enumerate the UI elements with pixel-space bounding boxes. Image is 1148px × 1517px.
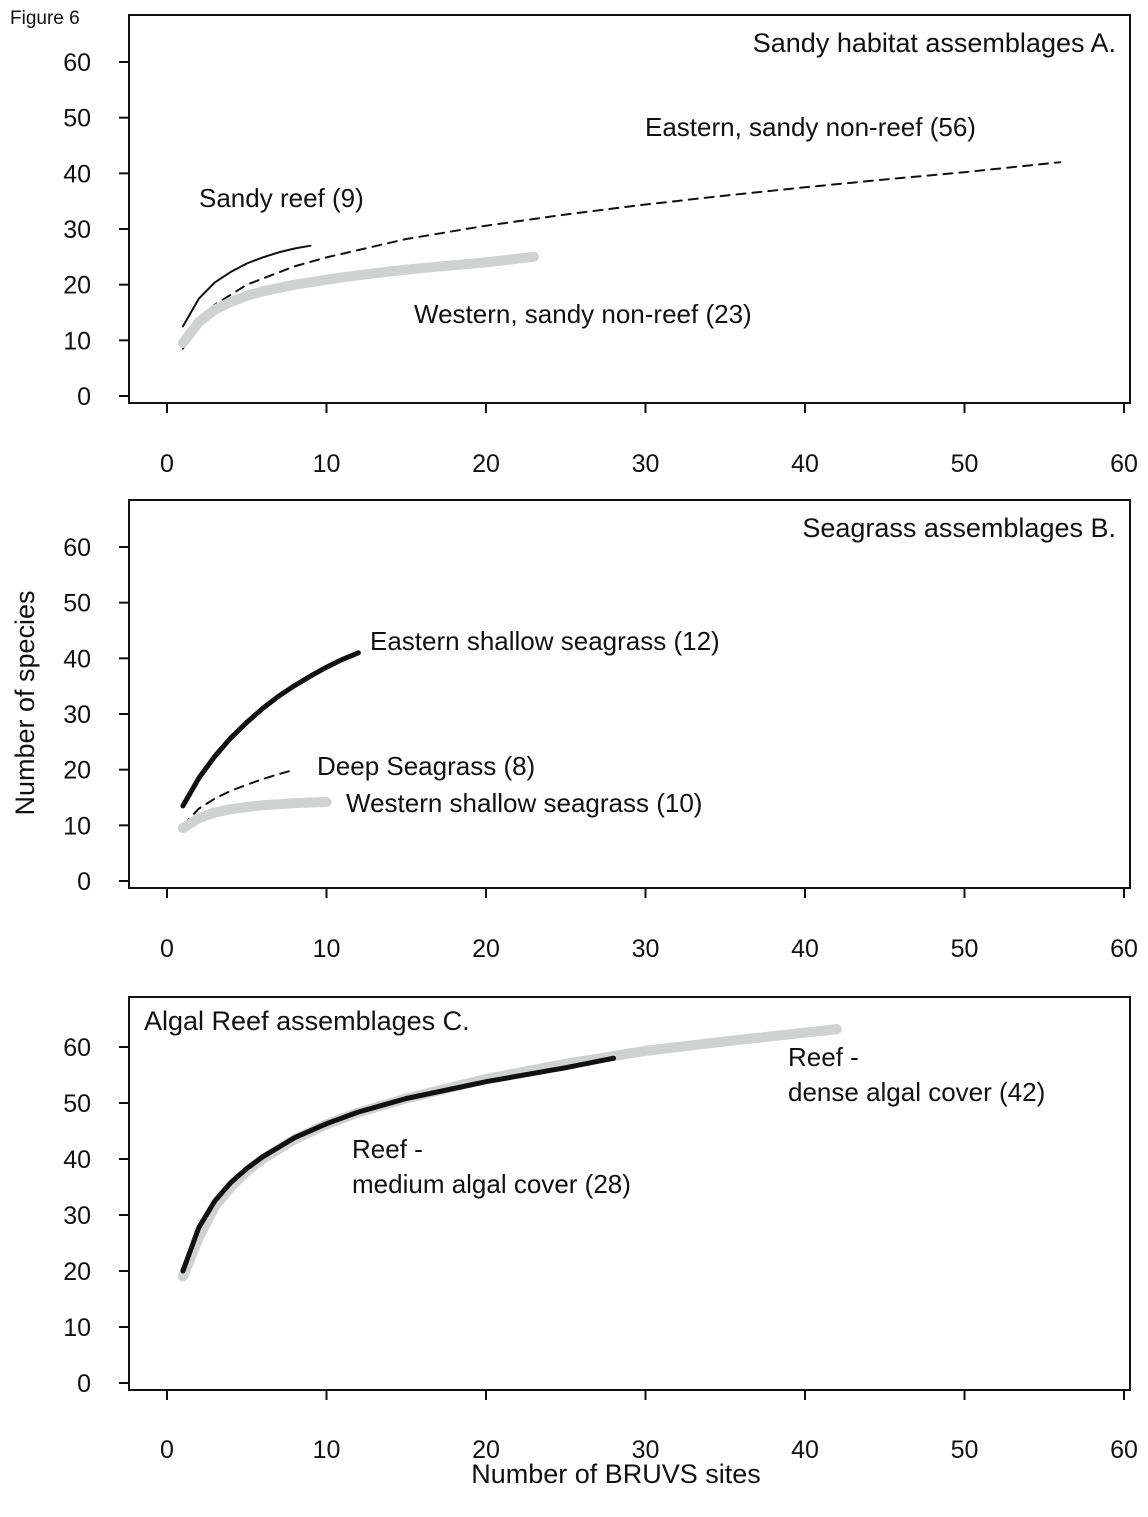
x-tick-label: 60 xyxy=(1110,450,1138,478)
y-tick-label: 50 xyxy=(63,1090,91,1118)
series-a-0 xyxy=(181,244,312,328)
y-tick-label: 60 xyxy=(63,1034,91,1062)
series-a-1 xyxy=(181,161,1062,350)
x-tick-label: 50 xyxy=(951,450,979,478)
y-tick-label: 40 xyxy=(63,645,91,673)
label-western-shallow-seagrass: Western shallow seagrass (10) xyxy=(346,788,702,818)
figure-label: Figure 6 xyxy=(10,8,80,29)
y-tick-label: 20 xyxy=(63,757,91,785)
x-tick-label: 40 xyxy=(791,1436,819,1464)
series-c-0 xyxy=(177,1024,842,1282)
y-tick-label: 10 xyxy=(63,1314,91,1342)
x-tick-label: 30 xyxy=(632,1436,660,1464)
y-tick-label: 30 xyxy=(63,216,91,244)
y-tick-label: 10 xyxy=(63,812,91,840)
x-tick-label: 10 xyxy=(313,450,341,478)
y-tick-label: 40 xyxy=(63,1146,91,1174)
series-b-1 xyxy=(181,768,296,827)
series-a-2 xyxy=(177,251,539,349)
label-sandy-reef: Sandy reef (9) xyxy=(199,183,364,213)
x-tick-label: 40 xyxy=(791,450,819,478)
x-tick-label: 10 xyxy=(313,1436,341,1464)
panel-c-title: Algal Reef assemblages C. xyxy=(144,1006,470,1036)
x-tick-label: 60 xyxy=(1110,1436,1138,1464)
label-reef-medium-line1: Reef - xyxy=(352,1134,423,1164)
panel-a-title: Sandy habitat assemblages A. xyxy=(753,28,1116,58)
x-tick-label: 20 xyxy=(472,1436,500,1464)
panel-a-axes: 0 10 20 30 40 50 60 0 10 20 30 40 50 60 xyxy=(63,49,1138,478)
y-tick-label: 0 xyxy=(77,868,91,896)
x-tick-label: 50 xyxy=(951,935,979,963)
x-axis-title: Number of BRUVS sites xyxy=(471,1459,761,1489)
x-tick-label: 30 xyxy=(632,450,660,478)
panel-c-series xyxy=(177,1024,842,1282)
y-tick-label: 60 xyxy=(63,49,91,77)
label-reef-dense-line2: dense algal cover (42) xyxy=(788,1077,1045,1107)
panel-c: 0 10 20 30 40 50 60 0 10 20 30 40 50 60 Algal Reef as… xyxy=(63,996,1138,1464)
y-tick-label: 60 xyxy=(63,534,91,562)
series-c-1 xyxy=(180,1055,617,1274)
label-eastern-sandy-non-reef: Eastern, sandy non-reef (56) xyxy=(645,112,976,142)
y-tick-label: 10 xyxy=(63,327,91,355)
x-tick-label: 60 xyxy=(1110,935,1138,963)
y-tick-label: 30 xyxy=(63,701,91,729)
y-tick-label: 0 xyxy=(77,1370,91,1398)
panel-b-axes: 0 10 20 30 40 50 60 0 10 20 30 40 50 60 xyxy=(63,534,1138,963)
x-tick-label: 20 xyxy=(472,450,500,478)
x-tick-label: 50 xyxy=(951,1436,979,1464)
panel-a: 0 10 20 30 40 50 60 0 10 20 30 40 50 60 Sandy habitat… xyxy=(63,14,1138,478)
panel-b-series xyxy=(177,650,361,834)
x-tick-label: 0 xyxy=(160,935,174,963)
y-tick-label: 50 xyxy=(63,590,91,618)
x-tick-label: 30 xyxy=(632,935,660,963)
panel-b-title: Seagrass assemblages B. xyxy=(802,513,1116,543)
series-b-0 xyxy=(180,650,361,809)
x-tick-label: 40 xyxy=(791,935,819,963)
x-tick-label: 10 xyxy=(313,935,341,963)
series-b-2 xyxy=(177,797,332,834)
y-tick-label: 40 xyxy=(63,160,91,188)
x-tick-label: 0 xyxy=(160,450,174,478)
label-deep-seagrass: Deep Seagrass (8) xyxy=(317,751,535,781)
y-tick-label: 0 xyxy=(77,383,91,411)
y-tick-label: 30 xyxy=(63,1202,91,1230)
label-western-sandy-non-reef: Western, sandy non-reef (23) xyxy=(414,299,752,329)
y-tick-label: 20 xyxy=(63,1258,91,1286)
panel-a-series xyxy=(177,161,1062,350)
y-axis-title: Number of species xyxy=(10,590,40,815)
label-eastern-shallow-seagrass: Eastern shallow seagrass (12) xyxy=(370,626,720,656)
x-tick-label: 0 xyxy=(160,1436,174,1464)
panel-b: 0 10 20 30 40 50 60 0 10 20 30 40 50 60 Seagrass asse… xyxy=(63,499,1138,963)
label-reef-dense-line1: Reef - xyxy=(788,1042,859,1072)
y-tick-label: 20 xyxy=(63,272,91,300)
x-tick-label: 20 xyxy=(472,935,500,963)
panel-c-axes: 0 10 20 30 40 50 60 0 10 20 30 40 50 60 xyxy=(63,1034,1138,1464)
label-reef-medium-line2: medium algal cover (28) xyxy=(352,1169,631,1199)
y-tick-label: 50 xyxy=(63,105,91,133)
